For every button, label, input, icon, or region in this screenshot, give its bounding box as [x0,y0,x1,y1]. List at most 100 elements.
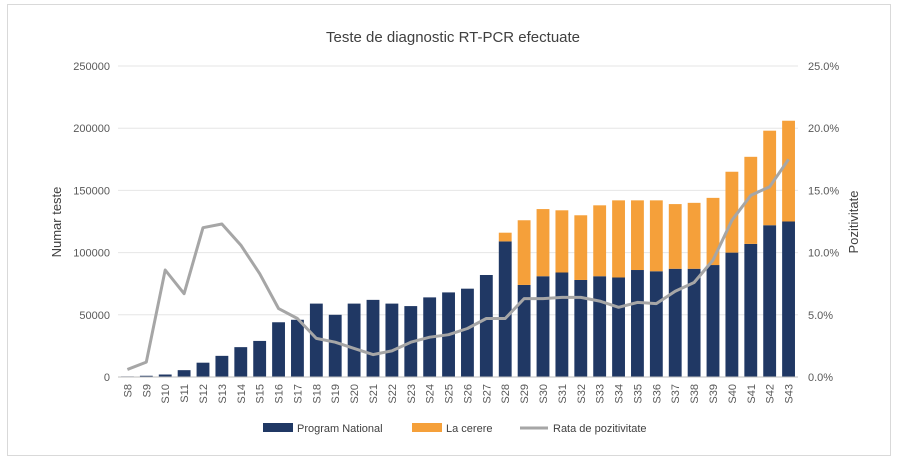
x-tick-label: S13 [217,384,229,404]
x-tick-label: S31 [557,384,569,404]
x-axis-ticks: S8 S9 S10 S11 S12 S13 S14 S15 S16 S17 S18 S19 S20 S21… [122,384,795,404]
bar-program-national [612,277,625,377]
x-tick-label: S21 [368,384,380,404]
x-tick-label: S26 [462,384,474,404]
bar-program-national [158,374,172,377]
y2-tick-label: 15.0% [808,185,839,197]
bar-la-cerere [706,197,720,266]
bar-series-group [121,120,795,377]
x-tick-label: S37 [670,384,682,404]
x-tick-label: S9 [141,384,153,397]
bar-program-national [215,355,229,377]
y2-tick-label: 25.0% [808,61,839,73]
bar-program-national [555,272,569,377]
x-tick-label: S16 [274,384,286,404]
legend-swatch-la-cerere [412,423,442,432]
x-tick-label: S27 [481,384,493,404]
y-tick-label: 150000 [73,185,110,197]
x-tick-label: S14 [236,384,248,404]
bar-program-national [461,288,474,377]
bar-program-national [763,225,777,377]
bar-la-cerere [744,156,758,244]
y2-tick-label: 20.0% [808,123,839,135]
x-tick-label: S39 [708,384,720,404]
x-tick-label: S42 [765,384,777,404]
bar-la-cerere [687,202,701,269]
legend-label-program-national: Program National [297,423,383,435]
bar-program-national [479,274,493,377]
bar-program-national [385,303,399,377]
x-tick-label: S33 [595,384,607,404]
x-tick-label: S25 [444,384,456,404]
positivity-line [126,158,790,371]
x-tick-label: S11 [179,384,191,403]
x-tick-label: S8 [122,384,134,397]
x-tick-label: S35 [632,384,644,404]
y-tick-label: 0 [104,372,110,384]
x-tick-label: S18 [311,384,323,404]
x-tick-label: S10 [160,384,172,404]
y-tick-label: 100000 [73,248,110,260]
x-tick-label: S15 [255,384,267,404]
bar-program-national [706,265,720,377]
bar-program-national [536,276,550,377]
x-tick-label: S30 [538,384,550,404]
bar-program-national [744,243,758,377]
bar-program-national [366,299,380,377]
x-tick-label: S32 [576,384,588,404]
x-tick-label: S36 [651,384,663,404]
x-tick-label: S19 [330,384,342,404]
y-axis-label: Numar teste [49,187,64,258]
bar-program-national [782,221,795,377]
x-tick-label: S41 [746,384,758,404]
bar-program-national [498,241,512,377]
x-tick-label: S34 [614,384,626,404]
chart-frame [7,4,891,456]
bar-program-national [328,314,342,377]
bar-program-national [291,319,304,377]
legend-label-positivity: Rata de pozitivitate [553,423,647,435]
x-tick-label: S24 [425,384,437,404]
bar-program-national [574,279,588,377]
x-tick-label: S40 [727,384,739,404]
bar-la-cerere [649,200,663,272]
bar-program-national [253,340,267,377]
positivity-line-group [126,158,790,371]
x-tick-label: S43 [784,384,796,404]
gridlines [118,65,798,316]
bar-la-cerere [498,232,512,242]
bar-la-cerere [763,130,777,226]
y2-tick-label: 10.0% [808,248,839,260]
x-tick-label: S29 [519,384,531,404]
bar-la-cerere [725,171,739,253]
bar-la-cerere [517,220,531,285]
x-tick-label: S20 [349,384,361,404]
x-tick-label: S28 [500,384,512,404]
bar-program-national [631,270,644,377]
y2-tick-label: 0.0% [808,372,833,384]
bar-program-national [272,322,285,377]
bar-la-cerere [593,205,607,277]
y2-axis-label: Pozitivitate [846,191,861,254]
bar-program-national [668,268,682,377]
bar-program-national [196,362,210,377]
bar-program-national [725,252,739,377]
bar-la-cerere [612,200,625,278]
bar-la-cerere [536,209,550,277]
y2-tick-label: 5.0% [808,310,833,322]
x-tick-label: S17 [292,384,304,404]
x-tick-label: S22 [387,384,399,404]
x-tick-label: S23 [406,384,418,404]
y-tick-label: 200000 [73,123,110,135]
bar-la-cerere [782,120,795,222]
bar-program-national [649,271,663,377]
bar-program-national [309,303,323,377]
legend-label-la-cerere: La cerere [446,423,492,435]
bar-program-national [177,370,191,377]
bar-la-cerere [668,204,682,269]
bar-la-cerere [574,215,588,280]
y-tick-label: 50000 [79,310,110,322]
bar-program-national [687,268,701,377]
legend-swatch-program-national [263,423,293,432]
